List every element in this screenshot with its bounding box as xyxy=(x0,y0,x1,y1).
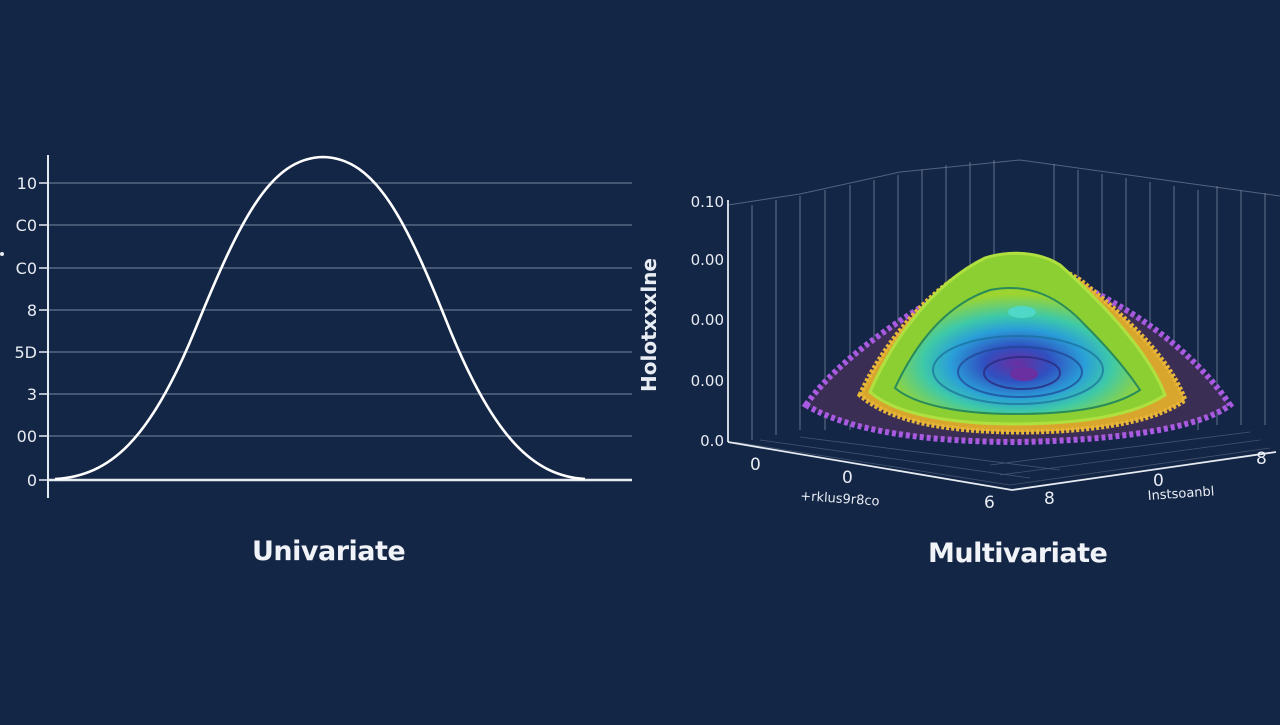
multivariate-panel: 0.10 0.00 0.00 0.00 0.0 Holotxxxlne xyxy=(637,0,1280,720)
inner-contours xyxy=(893,286,1142,416)
y-tick-labels: 10 C0 C0 8 5D 3 00 0 xyxy=(15,174,38,490)
y-tick-label: 8 xyxy=(1256,449,1267,469)
z-axis-label: Holotxxxlne xyxy=(640,258,661,392)
z-tick-label: 0.10 xyxy=(691,193,724,211)
y-tick-label: 8 xyxy=(1044,489,1055,509)
contour-ring xyxy=(983,356,1061,390)
contour-highlight xyxy=(1008,306,1036,318)
univariate-chart: 10 C0 C0 8 5D 3 00 0 xyxy=(0,155,632,498)
y-tick-label: 3 xyxy=(27,385,37,404)
univariate-caption: Univariate xyxy=(252,536,406,567)
y-tick-label: 0 xyxy=(1153,471,1164,491)
z-tick-label: 0.00 xyxy=(691,311,724,329)
bell-curve-line xyxy=(54,155,586,481)
floor-front-edges xyxy=(727,441,1277,491)
stray-mark xyxy=(0,252,4,256)
multivariate-chart: 0.10 0.00 0.00 0.00 0.0 Holotxxxlne xyxy=(637,159,1280,513)
floor-grid xyxy=(734,431,1271,486)
z-tick-label: 0.00 xyxy=(691,372,724,390)
y-tick-marks xyxy=(39,182,48,481)
y-tick-label: 8 xyxy=(27,301,37,320)
density-surface xyxy=(801,251,1235,446)
y-axis-label: Instsoanbl xyxy=(1147,484,1215,504)
contour-core xyxy=(1010,367,1038,381)
y-tick-label: 5D xyxy=(15,343,38,362)
z-tick-labels: 0.10 0.00 0.00 0.00 0.0 xyxy=(691,193,724,450)
y-tick-labels: 8 0 8 xyxy=(1044,449,1267,509)
back-wall-top-edge xyxy=(727,159,1280,206)
multivariate-caption: Multivariate xyxy=(928,538,1108,569)
y-tick-label: 10 xyxy=(17,174,37,193)
x-tick-label: 6 xyxy=(984,493,995,513)
horizontal-gridlines xyxy=(48,182,632,437)
x-tick-labels: 0 0 6 xyxy=(750,455,995,513)
x-tick-label: 0 xyxy=(750,455,761,475)
contour-ring xyxy=(932,335,1104,405)
z-tick-label: 0.00 xyxy=(691,251,724,269)
y-tick-label: 0 xyxy=(27,471,37,490)
y-tick-label: C0 xyxy=(16,259,37,278)
x-tick-label: 0 xyxy=(842,468,853,488)
contour-ring xyxy=(957,346,1083,398)
x-axis-label: +rklus9r8co xyxy=(800,489,880,510)
y-tick-label: 00 xyxy=(17,427,37,446)
z-tick-label: 0.0 xyxy=(700,432,724,450)
univariate-panel: 10 C0 C0 8 5D 3 00 0 Univariate xyxy=(0,0,640,720)
y-tick-label: C0 xyxy=(16,216,37,235)
